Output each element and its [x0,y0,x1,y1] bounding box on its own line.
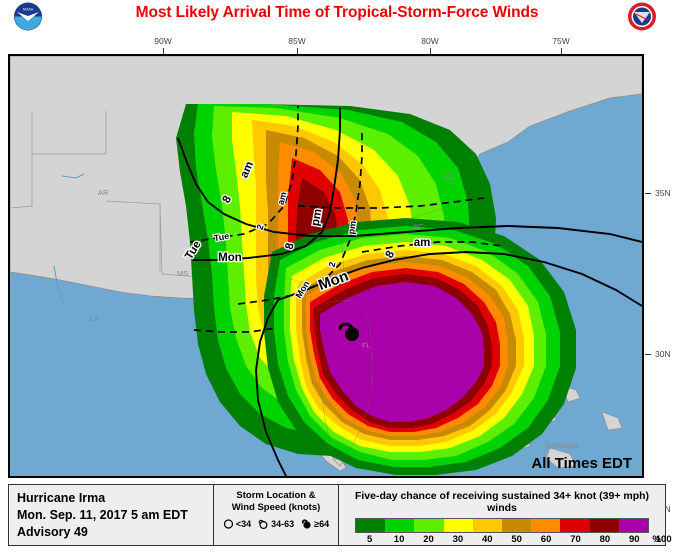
symbol-label: 34-63 [271,518,295,529]
color-swatch [443,519,473,532]
legend-storm-info: Hurricane Irma Mon. Sep. 11, 2017 5 am E… [9,485,214,545]
probability-tick: 30 [452,534,464,545]
symbol-item-below34: <34 [223,517,251,530]
contour-label-pm: pm [310,208,325,227]
color-swatch [618,519,649,532]
legend-probability: Five-day chance of receiving sustained 3… [339,485,672,547]
overlay-borders [267,205,451,461]
probability-heading: Five-day chance of receiving sustained 3… [354,490,650,514]
color-swatch [472,519,503,532]
contour-mon-8pm [192,108,341,261]
contour-mon-lower [193,327,277,333]
probability-tick: 40 [482,534,493,545]
open-circle-icon [223,519,233,529]
probability-tick: 70 [570,534,581,545]
contour-mon-2pm-east [361,241,503,253]
arrival-contour-lines-dashed [189,106,503,333]
page-header: NOAA Most Likely Arrival Time of Tropica… [0,0,674,33]
lat-tick-label: 35N [655,188,671,198]
color-swatch [414,519,444,532]
contour-mon-2pm [237,130,363,305]
color-swatch [502,519,532,532]
state-label-ar: AR [98,188,109,197]
lon-tick-label: 90W [154,36,172,46]
contour-label-tue-2am: Tue [213,231,230,244]
contour-tue-8am [177,137,642,243]
state-label-la: LA [90,314,99,323]
contour-label-pm-2: pm [346,220,358,235]
symbol-item-64plus: ≥64 [301,517,329,530]
contour-label-am-3: am [414,237,431,249]
probability-tick: 20 [423,534,434,545]
symbols-heading-line2: Wind Speed (knots) [231,502,321,513]
svg-text:NOAA: NOAA [23,8,34,12]
storm-datetime: Mon. Sep. 11, 2017 5 am EDT [17,508,188,522]
probability-tick: 100 [655,534,672,545]
contour-mon-8am [277,251,642,307]
timezone-note: All Times EDT [531,455,632,472]
geo-labels: AR MS LA NC SC FL Bahamas All Times EDT [90,172,632,472]
forecast-map[interactable]: Tue 8 am Tue 2 am Mon 8 pm Mon 2 pm Mon … [8,54,644,478]
symbol-label: <34 [235,518,252,529]
contour-label-am-2: am [276,191,289,206]
storm-advisory: Advisory 49 [17,525,88,539]
nws-logo [628,2,656,31]
probability-tick: 10 [393,534,405,545]
probability-tick: 80 [599,534,611,545]
symbols-heading-line1: Storm Location & [236,490,316,501]
lat-tick-label: 30N [655,349,671,359]
open-storm-icon [258,519,268,530]
probability-tick: 60 [540,534,552,545]
color-swatch [385,519,415,532]
contour-mon-8am-b [255,299,287,476]
probability-tick-labels: 5 10 20 30 40 50 60 70 80 90 100% [355,534,672,547]
color-swatch [589,519,619,532]
page-title: Most Likely Arrival Time of Tropical-Sto… [135,4,539,21]
symbol-item-34to63: 34-63 [258,517,294,530]
color-swatch [531,519,561,532]
state-label-nc: NC [443,172,454,181]
contour-label-2: 2 [255,223,266,231]
legend-storm-symbols: Storm Location & Wind Speed (knots) <34 … [214,485,339,545]
band-100-south [320,282,484,422]
color-swatch [560,519,590,532]
lon-tick-label: 75W [552,36,570,46]
region-label-bahamas: Bahamas [545,441,579,450]
state-label-sc: SC [413,222,424,231]
contour-label-2-pm: 2 [327,261,338,268]
storm-name: Hurricane Irma [17,491,106,505]
probability-tick: 50 [511,534,522,545]
probability-tick: 5 [367,534,373,545]
probability-tick: 90 [629,534,640,545]
arrival-contour-lines [177,108,642,476]
lon-tick-label: 85W [288,36,306,46]
probability-color-bar [355,518,649,533]
contour-label-mon-8pm: Mon [218,252,242,264]
storm-location-marker [338,322,359,341]
probability-bands [176,104,576,475]
filled-hurricane-icon [302,519,311,529]
symbol-label: ≥64 [314,518,330,529]
percent-unit-label: % [652,534,661,545]
contour-labels: Tue 8 am Tue 2 am Mon 8 pm Mon 2 pm Mon … [182,158,432,301]
map-legend: Hurricane Irma Mon. Sep. 11, 2017 5 am E… [8,484,672,547]
noaa-logo: NOAA [14,2,42,31]
lon-tick-label: 80W [421,36,439,46]
state-label-ms: MS [177,269,188,278]
contour-tue-2am-east [297,197,485,209]
state-label-fl: FL [362,341,371,350]
color-swatch [356,519,386,532]
